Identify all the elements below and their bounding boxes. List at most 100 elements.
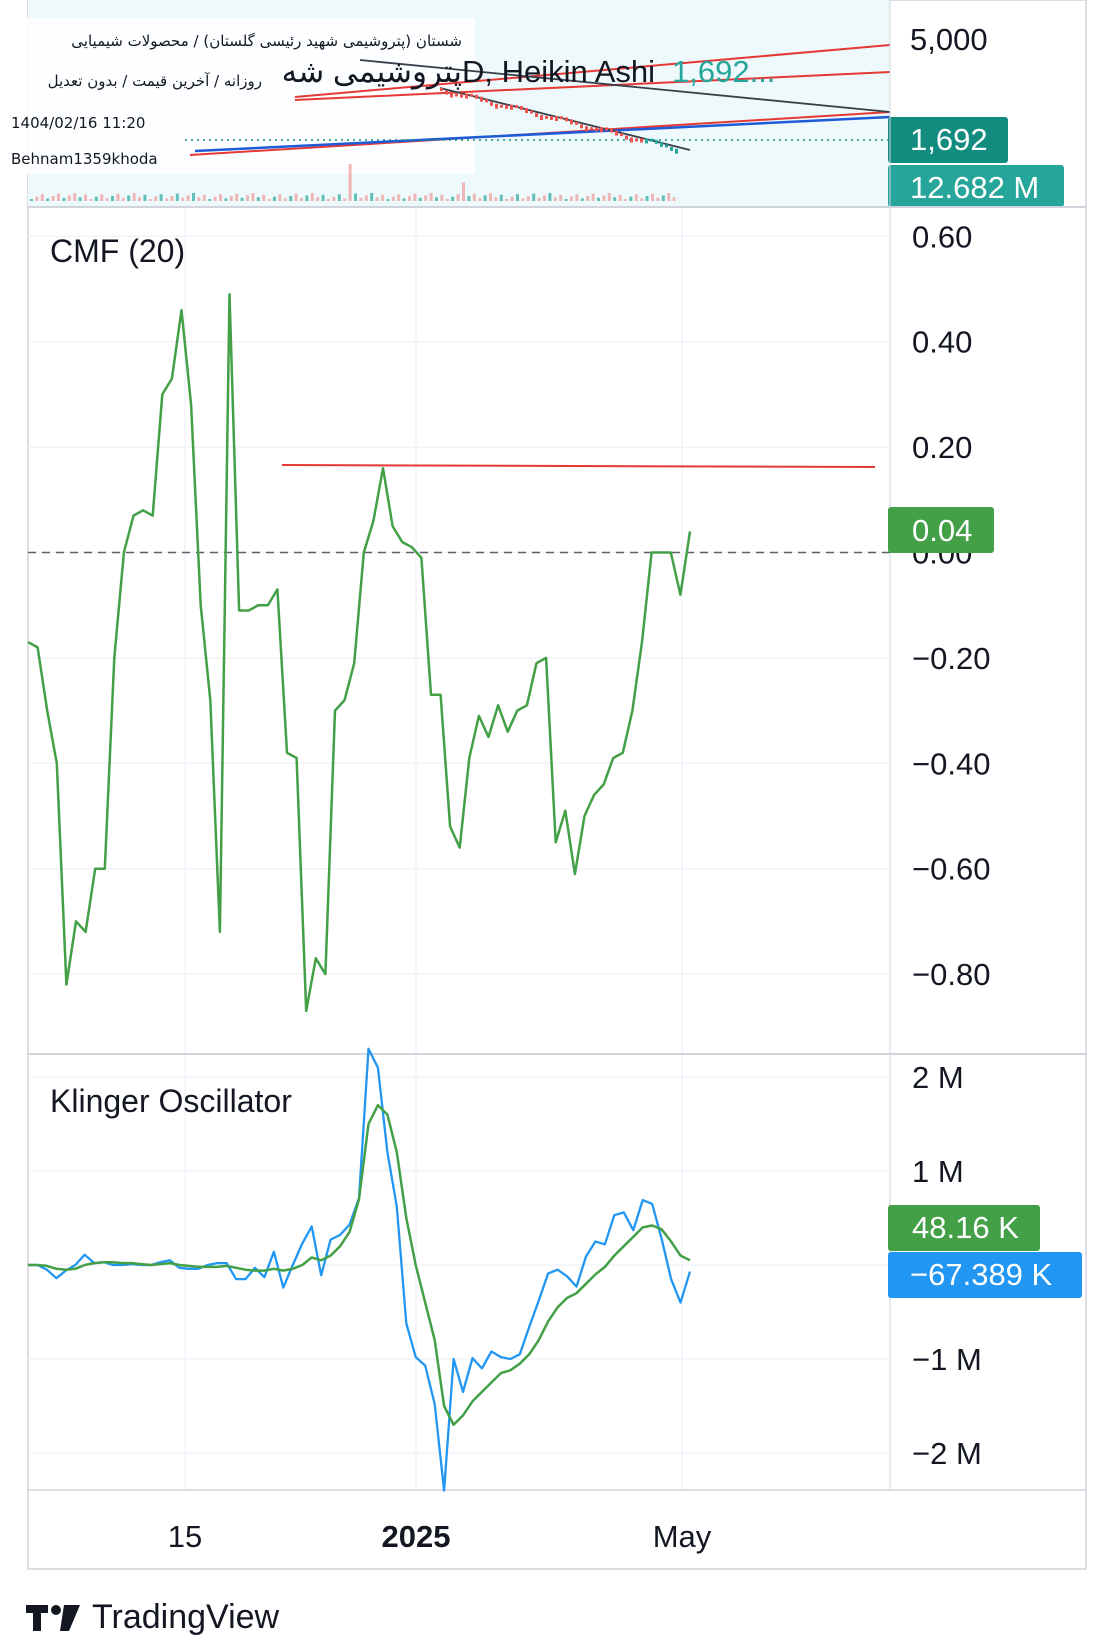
ha-candle — [590, 127, 593, 131]
trendline-red-1[interactable] — [294, 44, 891, 98]
price-pane[interactable]: شستان (پتروشیمی شهید رئیسی گلستان) / محص… — [0, 0, 1064, 207]
volume-bar — [667, 193, 671, 201]
ha-candle — [580, 124, 583, 129]
ha-candle — [600, 127, 603, 133]
volume-bar — [170, 196, 174, 201]
volume-bar — [289, 196, 293, 201]
volume-bar — [121, 197, 125, 201]
x-label-2025: 2025 — [382, 1519, 451, 1554]
volume-bar — [294, 193, 298, 201]
volume-bar — [246, 195, 249, 201]
volume-bar — [89, 199, 93, 201]
ha-candle — [525, 108, 528, 114]
header-settings-line: روزانه / آخرین قیمت / بدون تعدیل — [48, 72, 262, 90]
volume-bar — [640, 198, 644, 201]
cmf-tick-label: 0.20 — [912, 430, 972, 465]
volume-bar — [591, 193, 595, 201]
klinger-tick-label: 1 M — [912, 1154, 964, 1189]
volume-bar — [256, 197, 260, 201]
cmf-line[interactable] — [27, 293, 692, 1013]
ha-candle — [625, 135, 628, 140]
volume-bar — [532, 193, 536, 201]
volume-bar — [310, 193, 314, 201]
klinger-signal-badge: 48.16 K — [912, 1210, 1019, 1245]
volume-bar — [219, 194, 222, 201]
cmf-title[interactable]: CMF (20) — [50, 233, 185, 269]
volume-bar — [370, 193, 374, 201]
ha-candle — [560, 116, 563, 120]
volume-bar — [84, 194, 87, 201]
cmf-tick-label: −0.60 — [912, 852, 990, 887]
trendline-blue[interactable] — [194, 115, 891, 153]
volume-bar — [656, 197, 660, 201]
volume-bar — [472, 193, 476, 201]
volume-bar — [451, 196, 455, 201]
volume-bar — [402, 198, 406, 201]
x-label-15: 15 — [168, 1519, 202, 1554]
volume-bar — [375, 197, 379, 201]
volume-bar — [553, 197, 557, 201]
klinger-grid — [28, 1055, 890, 1489]
volume-bar — [494, 197, 498, 201]
volume-bar — [202, 194, 206, 201]
volume-bar — [327, 199, 330, 201]
volume-bar — [629, 196, 633, 201]
volume-bar — [597, 197, 600, 201]
volume-bar — [197, 197, 201, 201]
trendline-dark-1[interactable] — [359, 59, 891, 113]
volume-bar — [624, 199, 627, 201]
ha-candle — [475, 94, 478, 99]
volume-bar — [316, 197, 320, 201]
volume-bar — [586, 196, 590, 201]
volume-bar — [526, 196, 530, 201]
ha-candle — [450, 92, 453, 98]
volume-bar — [386, 199, 390, 201]
volume-bar — [424, 195, 428, 201]
price-badge-bg — [888, 117, 1008, 163]
volume-bar — [391, 196, 395, 201]
volume-bar — [483, 195, 487, 201]
klinger-y-axis: 2 M 1 M −1 M −2 M — [912, 1060, 982, 1471]
cmf-grid — [28, 208, 890, 1053]
ha-candle — [630, 137, 633, 143]
cmf-tick-label: −0.80 — [912, 957, 990, 992]
ha-candle — [620, 133, 623, 137]
ha-candle — [530, 110, 533, 114]
volume-bar — [175, 193, 179, 201]
ha-candle — [595, 127, 598, 132]
tradingview-brand[interactable]: TradingView — [26, 1598, 279, 1637]
x-axis[interactable]: 15 2025 May — [168, 1519, 712, 1554]
cmf-tick-label: 0.60 — [912, 219, 972, 254]
volume-bar — [462, 182, 465, 201]
volume-bar — [51, 196, 55, 201]
ha-candle — [555, 115, 558, 121]
cmf-pane[interactable]: CMF (20) 0.600.400.200.00−0.20−0.40−0.60… — [27, 208, 994, 1053]
ha-candle — [520, 106, 523, 111]
klinger-pane[interactable]: Klinger Oscillator 2 M 1 M −1 M −2 M 48.16 … — [28, 1047, 1082, 1492]
volume-bar — [499, 194, 503, 201]
volume-bar — [73, 193, 77, 201]
volume-bar — [607, 193, 611, 201]
ha-candle — [485, 99, 488, 103]
volume-bar — [154, 196, 158, 201]
heikin-ashi-candles — [440, 88, 678, 154]
volume-bar — [273, 196, 276, 201]
volume-bar — [575, 194, 579, 201]
volume-bar — [543, 195, 546, 201]
ha-candle — [510, 104, 513, 110]
ha-candle — [480, 96, 483, 102]
cmf-resistance-line[interactable] — [281, 464, 876, 468]
volume-bars — [30, 164, 676, 201]
volume-bar — [224, 198, 228, 201]
klinger-signal-line[interactable] — [28, 1103, 691, 1427]
klinger-title[interactable]: Klinger Oscillator — [50, 1083, 292, 1119]
ha-candle — [650, 138, 653, 142]
header-exchange-line: شستان (پتروشیمی شهید رئیسی گلستان) / محص… — [71, 32, 462, 51]
brand-name: TradingView — [92, 1598, 280, 1636]
volume-bar — [559, 194, 563, 201]
symbol-title[interactable]: پتروشیمی شهD, Heikin Ashi — [282, 54, 655, 90]
volume-bar — [618, 194, 622, 201]
volume-bar — [132, 193, 136, 201]
trendline-red-2[interactable] — [294, 71, 891, 101]
cmf-y-axis: 0.600.400.200.00−0.20−0.40−0.60−0.80 — [912, 219, 990, 992]
